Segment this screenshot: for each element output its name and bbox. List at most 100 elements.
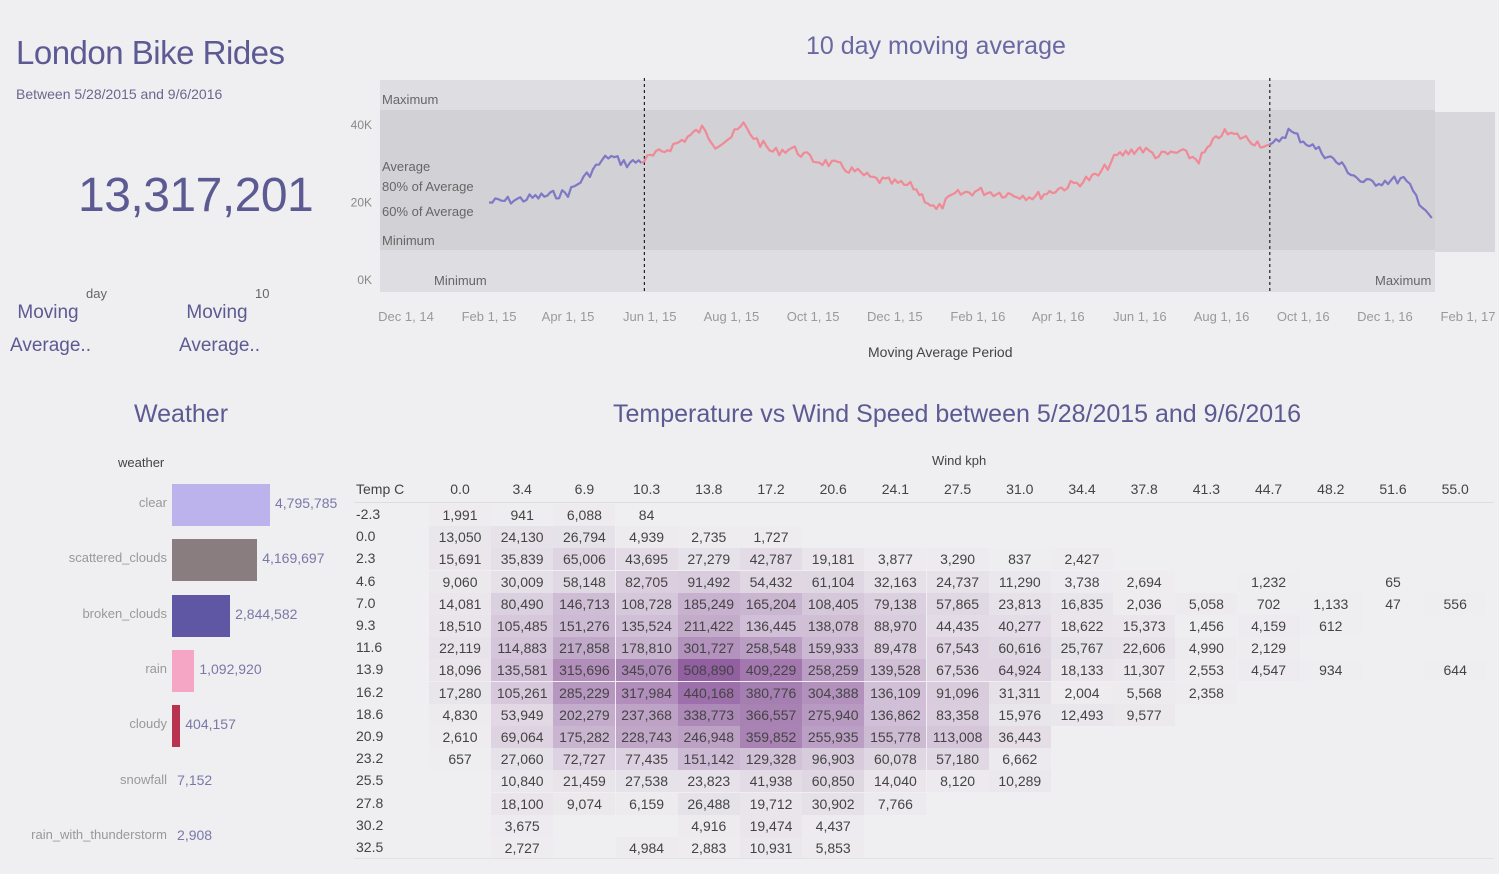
heatmap-cell[interactable]: 14,040	[864, 770, 926, 792]
heatmap-cell[interactable]: 9,060	[429, 571, 491, 593]
heatmap-cell[interactable]: 1,991	[442, 507, 478, 523]
heatmap-cell[interactable]: 16,835	[1051, 592, 1113, 615]
heatmap-cell[interactable]: 3,877	[877, 551, 913, 568]
heatmap-cell[interactable]: 4,437	[815, 817, 851, 834]
period-unit-value[interactable]: day	[86, 286, 107, 301]
heatmap-cell[interactable]: 135,524	[615, 615, 678, 637]
heatmap-cell[interactable]: 27,060	[491, 748, 554, 771]
heatmap-cell[interactable]: 159,933	[802, 637, 865, 660]
heatmap-cell[interactable]: 91,096	[926, 681, 989, 704]
heatmap-cell[interactable]: 258,548	[740, 637, 802, 660]
heatmap-cell[interactable]: 837	[1008, 551, 1032, 568]
heatmap-cell[interactable]: 3,675	[504, 817, 540, 834]
heatmap-cell[interactable]: 2,358	[1188, 684, 1224, 701]
heatmap-cell[interactable]: 96,903	[802, 748, 865, 771]
heatmap-cell[interactable]: 301,727	[677, 637, 740, 660]
heatmap-cell[interactable]: 934	[1319, 662, 1343, 679]
heatmap-cell[interactable]: 4,916	[691, 817, 727, 834]
heatmap-cell[interactable]: 88,970	[864, 615, 927, 637]
heatmap-cell[interactable]: 105,485	[491, 615, 554, 637]
heatmap-cell[interactable]: 556	[1443, 595, 1467, 612]
heatmap-cell[interactable]: 2,735	[691, 529, 727, 546]
heatmap-cell[interactable]: 36,443	[988, 726, 1051, 748]
heatmap-cell[interactable]: 23,823	[677, 770, 740, 793]
heatmap-cell[interactable]: 30,009	[491, 570, 554, 593]
heatmap-cell[interactable]: 185,249	[677, 592, 740, 615]
heatmap-cell[interactable]: 83,358	[926, 703, 989, 726]
heatmap-cell[interactable]: 2,036	[1126, 595, 1162, 612]
heatmap-cell[interactable]: 2,129	[1251, 640, 1287, 657]
heatmap-cell[interactable]: 7,766	[877, 795, 913, 812]
heatmap-cell[interactable]: 202,279	[553, 703, 616, 726]
heatmap-cell[interactable]: 2,553	[1188, 662, 1224, 679]
heatmap-cell[interactable]: 114,883	[491, 637, 554, 660]
heatmap-cell[interactable]: 64,924	[988, 659, 1051, 682]
heatmap-cell[interactable]: 54,432	[740, 570, 802, 593]
heatmap-cell[interactable]: 285,229	[553, 681, 616, 704]
heatmap-cell[interactable]: 69,064	[491, 726, 554, 748]
heatmap-cell[interactable]: 77,435	[615, 748, 678, 771]
heatmap-cell[interactable]: 359,852	[740, 726, 802, 748]
heatmap-cell[interactable]: 255,935	[802, 726, 865, 748]
heatmap-cell[interactable]: 57,180	[926, 748, 989, 771]
heatmap-cell[interactable]: 136,109	[864, 681, 927, 704]
heatmap-cell[interactable]: 108,405	[802, 592, 865, 615]
heatmap-cell[interactable]: 8,120	[940, 773, 976, 790]
heatmap-cell[interactable]: 44,435	[926, 615, 989, 637]
heatmap-cell[interactable]: 26,488	[677, 792, 740, 815]
heatmap-cell[interactable]: 4,159	[1251, 618, 1287, 634]
heatmap-cell[interactable]: 43,695	[615, 548, 678, 571]
period-length-value[interactable]: 10	[255, 286, 270, 301]
heatmap-cell[interactable]: 702	[1256, 595, 1281, 612]
heatmap-cell[interactable]: 25,767	[1051, 637, 1113, 660]
heatmap-cell[interactable]: 217,858	[553, 637, 616, 660]
heatmap-cell[interactable]: 31,311	[988, 681, 1051, 704]
heatmap-cell[interactable]: 366,557	[740, 703, 802, 726]
heatmap-cell[interactable]: 12,493	[1051, 704, 1113, 726]
heatmap-cell[interactable]: 139,528	[864, 659, 927, 682]
heatmap-cell[interactable]: 155,778	[864, 726, 927, 748]
heatmap-cell[interactable]: 5,853	[815, 840, 851, 856]
heatmap-cell[interactable]: 317,984	[615, 681, 678, 704]
heatmap-cell[interactable]: 67,543	[926, 637, 989, 660]
heatmap-cell[interactable]: 5,568	[1126, 684, 1162, 701]
heatmap-cell[interactable]: 60,850	[802, 770, 865, 793]
heatmap-cell[interactable]: 27,279	[677, 548, 740, 571]
heatmap-cell[interactable]: 211,422	[677, 615, 740, 637]
heatmap-cell[interactable]: 18,622	[1051, 615, 1113, 637]
weather-bar[interactable]	[172, 484, 270, 526]
heatmap-cell[interactable]: 26,794	[553, 526, 616, 549]
heatmap-cell[interactable]: 246,948	[677, 726, 740, 748]
heatmap-cell[interactable]: 15,373	[1113, 615, 1175, 637]
heatmap-cell[interactable]: 1,232	[1251, 573, 1287, 590]
heatmap-cell[interactable]: 136,445	[740, 615, 802, 637]
heatmap-cell[interactable]: 91,492	[677, 570, 740, 593]
heatmap-cell[interactable]: 5,058	[1188, 595, 1224, 612]
heatmap-cell[interactable]: 6,088	[566, 507, 602, 523]
heatmap-cell[interactable]: 2,694	[1126, 573, 1162, 590]
heatmap-cell[interactable]: 22,119	[429, 637, 491, 660]
heatmap-cell[interactable]: 6,662	[1002, 751, 1038, 768]
heatmap-cell[interactable]: 10,840	[491, 770, 553, 792]
heatmap-cell[interactable]: 18,096	[429, 659, 491, 682]
heatmap-cell[interactable]: 9,074	[553, 793, 615, 815]
heatmap-cell[interactable]: 65	[1385, 573, 1401, 590]
heatmap-cell[interactable]: 409,229	[740, 659, 802, 682]
heatmap-cell[interactable]: 42,787	[740, 548, 802, 571]
heatmap-cell[interactable]: 65,006	[553, 548, 616, 571]
moving-average-length-control[interactable]: Moving Average..	[179, 296, 260, 362]
heatmap-cell[interactable]: 19,712	[740, 792, 802, 815]
heatmap-cell[interactable]: 508,890	[677, 659, 740, 682]
heatmap-cell[interactable]: 22,606	[1113, 637, 1176, 660]
heatmap-cell[interactable]: 135,581	[491, 659, 554, 682]
heatmap-cell[interactable]: 612	[1319, 618, 1343, 634]
heatmap-cell[interactable]: 304,388	[802, 681, 865, 704]
heatmap-cell[interactable]: 941	[510, 507, 534, 523]
heatmap-cell[interactable]: 24,130	[491, 526, 554, 549]
heatmap-cell[interactable]: 2,727	[504, 840, 540, 856]
heatmap-cell[interactable]: 6,159	[629, 795, 665, 812]
heatmap-cell[interactable]: 17,280	[429, 681, 491, 704]
heatmap-cell[interactable]: 13,050	[429, 526, 491, 548]
weather-bar[interactable]	[172, 594, 231, 637]
heatmap-cell[interactable]: 67,536	[926, 659, 989, 682]
